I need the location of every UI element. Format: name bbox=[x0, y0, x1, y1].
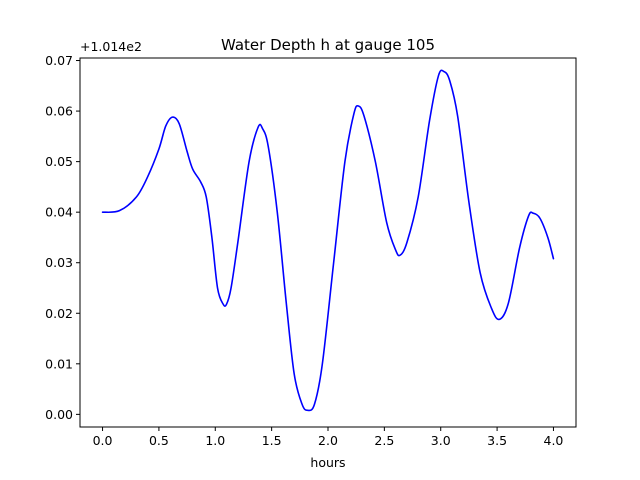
y-tick-label: 0.03 bbox=[45, 255, 73, 270]
y-axis: 0.00 0.01 0.02 0.03 0.04 0.05 0.06 0.07 bbox=[45, 53, 80, 422]
y-tick-label: 0.04 bbox=[45, 205, 73, 220]
y-tick-label: 0.02 bbox=[45, 306, 73, 321]
x-tick-label: 0.5 bbox=[149, 433, 169, 448]
x-tick-label: 1.0 bbox=[205, 433, 225, 448]
x-tick-label: 3.5 bbox=[487, 433, 507, 448]
y-tick-label: 0.01 bbox=[45, 356, 73, 371]
series-line-0 bbox=[101, 69, 555, 412]
x-tick-label: 0.0 bbox=[93, 433, 113, 448]
y-offset-label: +1.014e2 bbox=[80, 39, 142, 54]
x-tick-label: 3.0 bbox=[431, 433, 451, 448]
chart-title: Water Depth h at gauge 105 bbox=[221, 36, 435, 54]
y-tick-label: 0.06 bbox=[45, 104, 73, 119]
x-axis-label: hours bbox=[310, 455, 345, 470]
x-axis: 0.0 0.5 1.0 1.5 2.0 2.5 3.0 3.5 4.0 bbox=[93, 427, 564, 448]
x-tick-label: 4.0 bbox=[544, 433, 564, 448]
y-tick-label: 0.00 bbox=[45, 407, 73, 422]
plot-area bbox=[80, 58, 576, 427]
y-tick-label: 0.07 bbox=[45, 53, 73, 68]
x-tick-label: 1.5 bbox=[262, 433, 282, 448]
data-layer bbox=[101, 69, 555, 412]
x-tick-label: 2.5 bbox=[374, 433, 394, 448]
y-tick-label: 0.05 bbox=[45, 154, 73, 169]
x-tick-label: 2.0 bbox=[318, 433, 338, 448]
